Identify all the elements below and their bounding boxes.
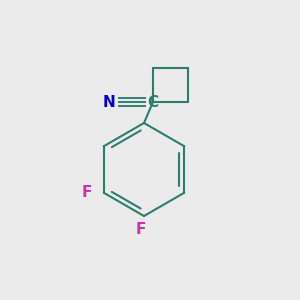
Text: F: F [136,222,146,237]
Text: C: C [147,94,159,110]
Text: N: N [103,94,116,110]
Text: F: F [82,185,92,200]
